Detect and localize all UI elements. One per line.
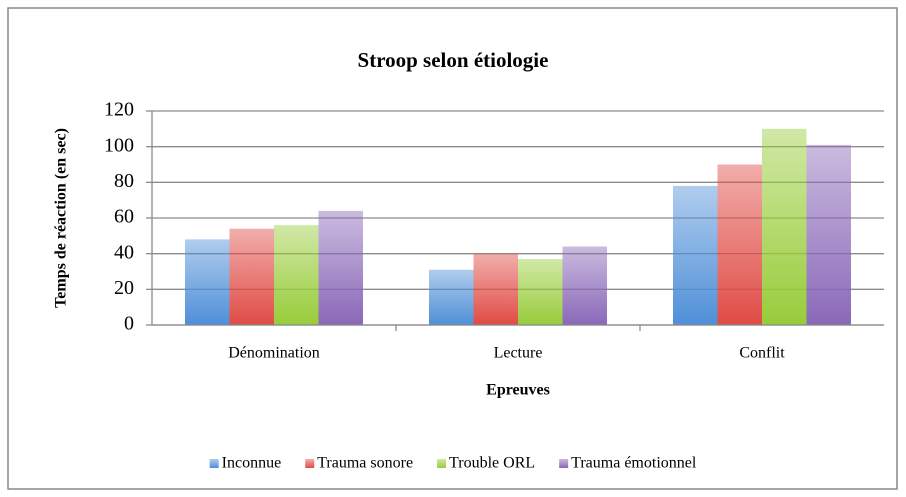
x-axis-label: Epreuves: [486, 382, 550, 399]
y-tick-label: 20: [114, 277, 134, 299]
bar: [318, 210, 363, 325]
legend-swatch: [209, 459, 219, 468]
y-tick-label: 40: [114, 241, 134, 263]
legend-label: Trauma sonore: [317, 455, 413, 472]
bar: [562, 246, 607, 325]
y-tick-label: 80: [114, 170, 134, 192]
bar: [518, 259, 563, 325]
x-tick-label: Dénomination: [228, 345, 320, 362]
x-tick-label: Lecture: [494, 345, 543, 362]
legend-label: Trauma émotionnel: [571, 455, 697, 472]
x-tick-label: Conflit: [739, 345, 785, 362]
bar: [673, 185, 718, 325]
legend-label: Trouble ORL: [449, 455, 535, 472]
legend-swatch: [305, 459, 315, 468]
y-axis-label: Temps de réaction (en sec): [53, 128, 70, 308]
bar: [185, 239, 230, 325]
bar: [274, 225, 319, 325]
bar: [806, 144, 851, 325]
bar: [473, 253, 518, 325]
bar: [429, 269, 474, 325]
legend-swatch: [437, 459, 447, 468]
y-tick-label: 120: [104, 99, 134, 121]
y-tick-label: 0: [124, 313, 134, 335]
bar: [762, 128, 807, 325]
bar: [229, 228, 274, 325]
legend-label: Inconnue: [222, 455, 282, 472]
chart-title: Stroop selon étiologie: [358, 48, 549, 72]
y-tick-label: 60: [114, 206, 134, 228]
y-tick-label: 100: [104, 134, 134, 156]
bar: [717, 164, 762, 325]
legend-swatch: [559, 459, 569, 468]
